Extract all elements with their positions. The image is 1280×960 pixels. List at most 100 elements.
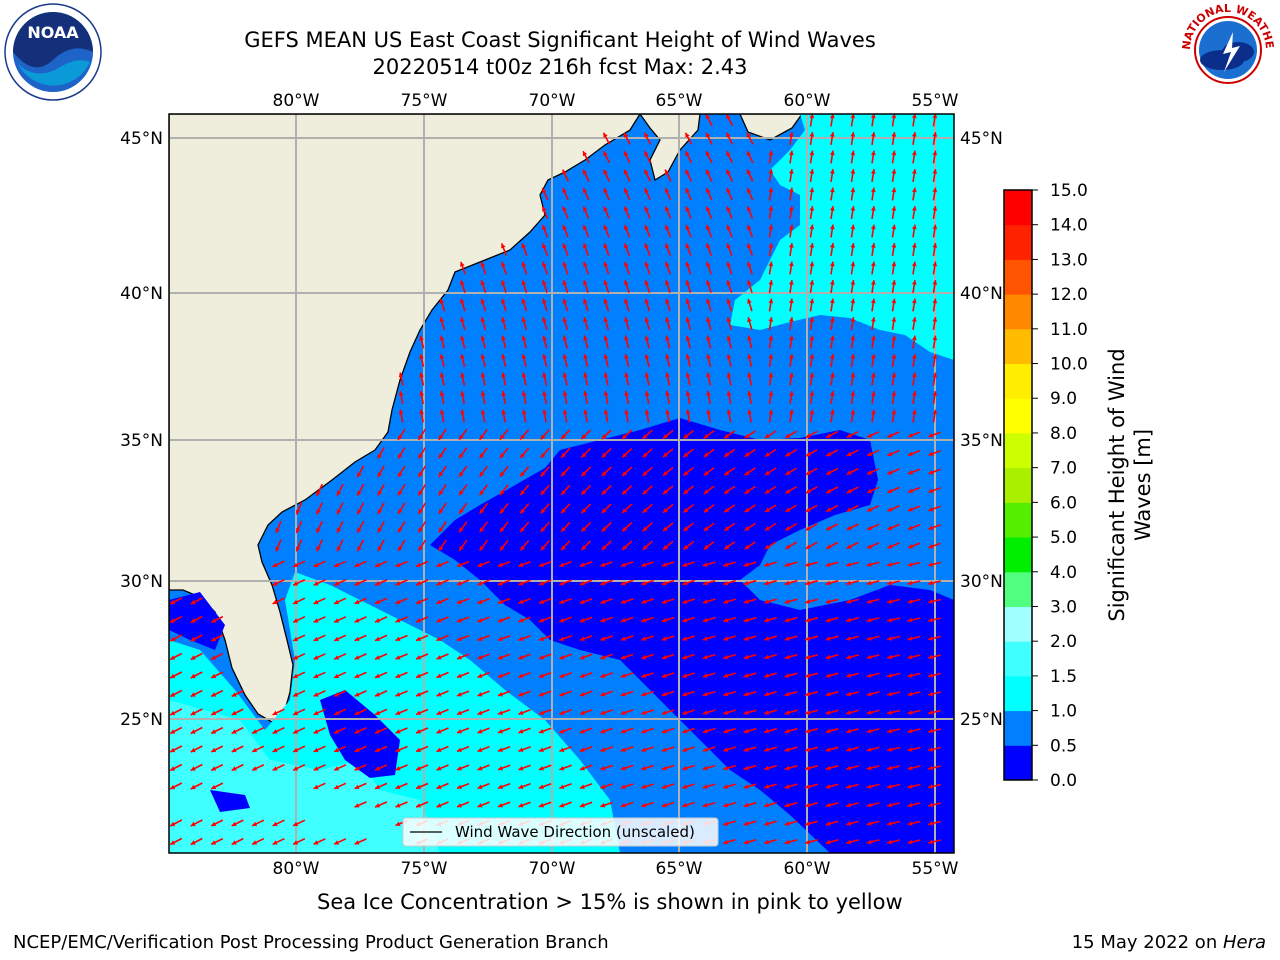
- wave-arrow-head: [316, 527, 321, 533]
- wave-arrow-head: [499, 527, 505, 533]
- colorbar-segment: [1004, 294, 1032, 330]
- wave-arrow-head: [805, 451, 811, 457]
- wave-arrow-head: [479, 508, 485, 514]
- wave-arrow-head: [416, 766, 421, 771]
- wave-arrow-head: [398, 546, 403, 551]
- wave-arrow-head: [581, 489, 587, 495]
- wave-arrow-head: [477, 803, 483, 808]
- wave-arrow-head: [642, 471, 648, 476]
- wave-arrow-head: [211, 710, 217, 716]
- wave-arrow-head: [620, 765, 626, 771]
- wave-arrow-head: [460, 335, 465, 341]
- wave-arrow-head: [723, 562, 729, 567]
- wave-arrow-head: [891, 409, 897, 415]
- wave-arrow-head: [418, 509, 423, 514]
- wave-arrow-head: [723, 654, 729, 660]
- wave-arrow-head: [644, 188, 649, 193]
- wave-arrow-head: [685, 391, 691, 396]
- wave-arrow-head: [907, 821, 913, 826]
- colorbar-tick-label: 0.0: [1050, 771, 1077, 791]
- wave-arrow-head: [682, 673, 688, 678]
- wave-arrow-head: [542, 243, 547, 249]
- wave-arrow-head: [600, 747, 606, 752]
- wave-arrow-head: [624, 391, 629, 396]
- wave-arrow-head: [726, 225, 731, 230]
- wave-arrow-head: [252, 747, 258, 753]
- wave-arrow-head: [170, 655, 176, 660]
- wave-arrow-head: [683, 452, 689, 457]
- wave-arrow-head: [499, 471, 505, 477]
- wave-arrow-head: [825, 802, 831, 808]
- wave-arrow-head: [850, 206, 856, 211]
- wave-arrow-head: [477, 581, 483, 586]
- wave-arrow-head: [805, 821, 811, 826]
- wave-arrow-head: [907, 784, 913, 789]
- wave-arrow-head: [867, 451, 873, 457]
- wave-arrow-head: [784, 839, 790, 845]
- wave-arrow-head: [395, 803, 401, 808]
- wave-arrow-head: [603, 206, 608, 212]
- wave-arrow-head: [887, 673, 892, 678]
- wave-arrow-head: [702, 747, 708, 752]
- wave-arrow-head: [746, 151, 752, 157]
- wave-arrow-head: [395, 747, 401, 752]
- wave-arrow-head: [932, 354, 938, 359]
- wave-arrow-head: [460, 391, 465, 396]
- colorbar-segment: [1004, 745, 1032, 781]
- wave-arrow-head: [418, 435, 423, 440]
- wave-arrow-head: [603, 409, 609, 415]
- lon-tick-bottom: 65°W: [656, 859, 703, 879]
- wave-arrow-head: [334, 599, 340, 605]
- wave-arrow-head: [395, 729, 401, 734]
- wave-arrow-head: [825, 747, 831, 752]
- colorbar-segment: [1004, 606, 1032, 642]
- wave-arrow-head: [542, 188, 547, 193]
- wave-arrow-head: [211, 729, 217, 734]
- wave-arrow-head: [538, 729, 544, 734]
- wave-arrow-head: [620, 710, 626, 715]
- wave-arrow-head: [583, 261, 588, 267]
- wave-arrow-head: [559, 618, 565, 623]
- wave-arrow-head: [826, 507, 832, 512]
- wave-arrow-head: [703, 433, 709, 439]
- wave-arrow-head: [870, 169, 876, 174]
- wave-arrow-head: [439, 317, 445, 323]
- wave-arrow-head: [190, 821, 196, 827]
- wave-arrow-head: [829, 169, 835, 174]
- wave-arrow-head: [932, 169, 938, 174]
- wave-arrow-head: [825, 654, 831, 660]
- wave-arrow-head: [398, 472, 403, 477]
- wave-arrow-head: [665, 391, 670, 396]
- wave-arrow-head: [805, 544, 811, 549]
- wave-arrow-head: [582, 151, 588, 157]
- wave-arrow-head: [354, 784, 360, 789]
- wave-arrow-head: [747, 280, 752, 286]
- wave-region-0-0.5-bahamas: [169, 592, 400, 812]
- colorbar-tick-label: 6.0: [1050, 493, 1077, 513]
- wave-arrow-head: [784, 728, 790, 734]
- wave-arrow-head: [377, 527, 382, 533]
- wave-arrow-head: [436, 729, 442, 734]
- wave-arrow-head: [907, 654, 913, 660]
- wave-arrow-head: [829, 372, 835, 378]
- wave-arrow-head: [805, 728, 811, 734]
- wave-arrow-head: [723, 580, 729, 586]
- wave-arrow-head: [520, 527, 525, 532]
- wave-arrow-head: [601, 545, 607, 550]
- wave-arrow-head: [726, 261, 732, 267]
- wave-arrow-head: [497, 599, 503, 604]
- wave-arrow-head: [703, 544, 709, 550]
- colorbar-segment: [1004, 432, 1032, 469]
- wave-arrow-head: [870, 150, 876, 156]
- wave-arrow-head: [706, 261, 711, 267]
- wave-arrow-head: [665, 317, 670, 323]
- wave-arrow-head: [601, 526, 607, 532]
- wave-arrow-head: [932, 298, 938, 304]
- wave-arrow-head: [272, 581, 278, 586]
- wave-arrow-head: [788, 298, 794, 304]
- wave-arrow-head: [663, 508, 668, 513]
- wave-arrow-head: [436, 747, 442, 752]
- wave-arrow-head: [685, 188, 690, 193]
- wave-arrow-head: [579, 765, 585, 771]
- wave-arrow-head: [579, 802, 585, 808]
